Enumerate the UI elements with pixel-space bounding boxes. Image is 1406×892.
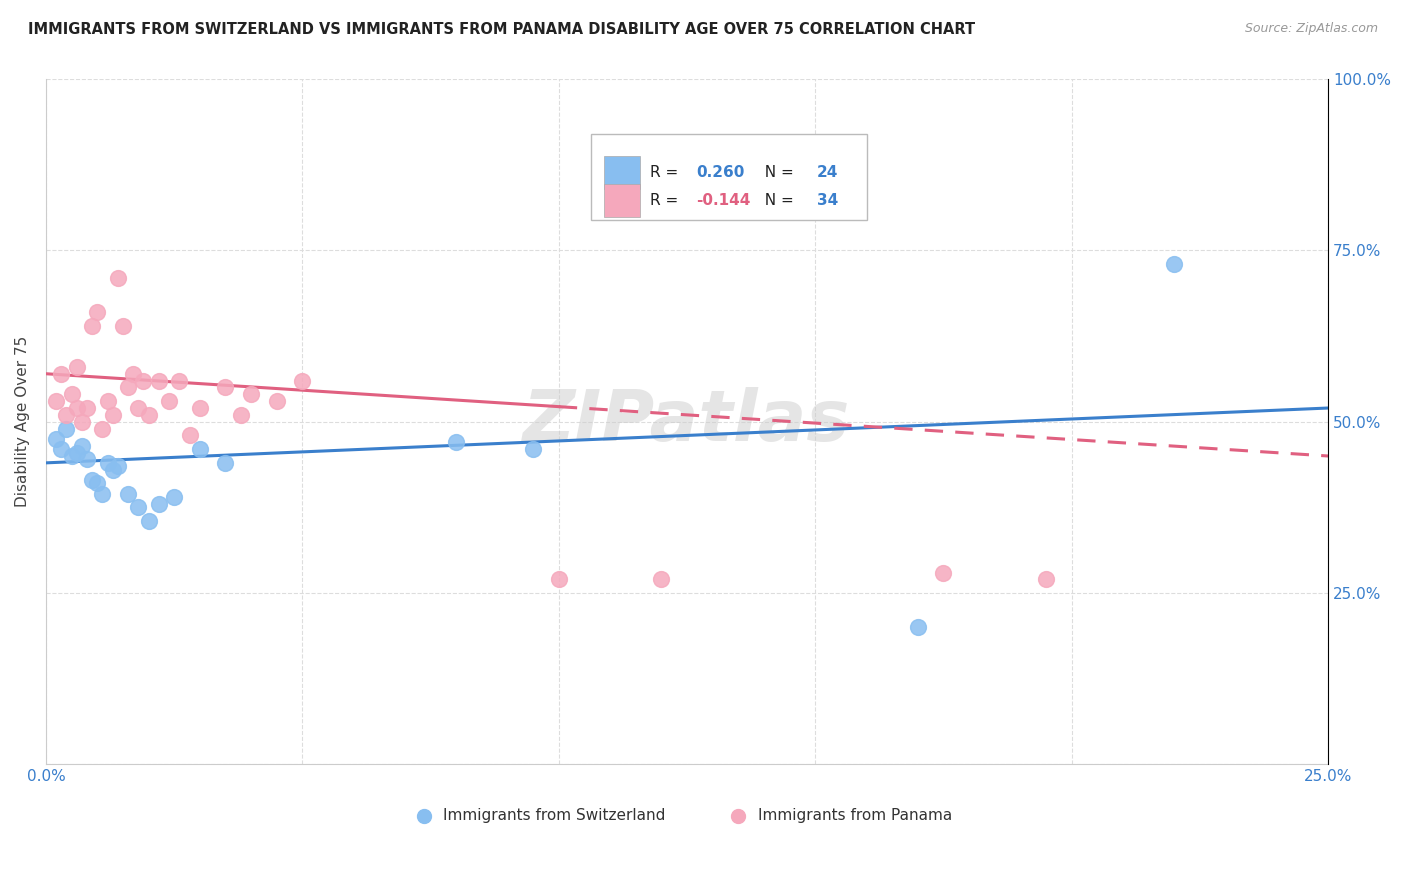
- Point: [86, 305, 108, 319]
- Point: [179, 428, 201, 442]
- Point: [1163, 257, 1185, 271]
- Point: [122, 367, 145, 381]
- Point: [60, 449, 83, 463]
- Text: N =: N =: [755, 165, 799, 180]
- Point: [66, 359, 89, 374]
- Point: [96, 456, 118, 470]
- Point: [82, 318, 104, 333]
- Text: N =: N =: [755, 194, 799, 208]
- Text: R =: R =: [650, 165, 683, 180]
- Point: [86, 476, 108, 491]
- Point: [82, 473, 104, 487]
- Point: [240, 387, 263, 401]
- Bar: [603, 185, 640, 217]
- Point: [163, 490, 186, 504]
- Point: [148, 497, 170, 511]
- Point: [446, 435, 468, 450]
- Text: 24: 24: [817, 165, 838, 180]
- Point: [101, 463, 124, 477]
- Point: [60, 387, 83, 401]
- Point: [45, 394, 67, 409]
- Point: [132, 374, 155, 388]
- Point: [907, 620, 929, 634]
- Text: -0.144: -0.144: [696, 194, 751, 208]
- Point: [117, 486, 139, 500]
- Point: [70, 439, 93, 453]
- Point: [76, 401, 98, 415]
- Point: [127, 500, 149, 515]
- Bar: [603, 156, 640, 189]
- Y-axis label: Disability Age Over 75: Disability Age Over 75: [15, 336, 30, 508]
- Text: 0.260: 0.260: [696, 165, 744, 180]
- Point: [70, 415, 93, 429]
- Point: [291, 374, 314, 388]
- Point: [111, 318, 134, 333]
- Point: [1035, 573, 1057, 587]
- Text: 34: 34: [817, 194, 838, 208]
- Point: [96, 394, 118, 409]
- Point: [107, 270, 129, 285]
- Point: [107, 459, 129, 474]
- Text: Source: ZipAtlas.com: Source: ZipAtlas.com: [1244, 22, 1378, 36]
- Text: IMMIGRANTS FROM SWITZERLAND VS IMMIGRANTS FROM PANAMA DISABILITY AGE OVER 75 COR: IMMIGRANTS FROM SWITZERLAND VS IMMIGRANT…: [28, 22, 976, 37]
- Point: [91, 421, 114, 435]
- Point: [138, 408, 160, 422]
- Point: [45, 432, 67, 446]
- Point: [66, 401, 89, 415]
- Point: [214, 380, 236, 394]
- Point: [91, 486, 114, 500]
- Point: [51, 367, 73, 381]
- Point: [229, 408, 252, 422]
- Point: [188, 442, 211, 457]
- Point: [101, 408, 124, 422]
- Point: [169, 374, 191, 388]
- Point: [66, 445, 89, 459]
- Point: [55, 421, 77, 435]
- Point: [127, 401, 149, 415]
- Point: [51, 442, 73, 457]
- Point: [157, 394, 180, 409]
- Text: Immigrants from Switzerland: Immigrants from Switzerland: [443, 808, 666, 823]
- Point: [214, 456, 236, 470]
- Text: Immigrants from Panama: Immigrants from Panama: [758, 808, 952, 823]
- Point: [76, 452, 98, 467]
- Point: [650, 573, 672, 587]
- Text: R =: R =: [650, 194, 683, 208]
- Point: [188, 401, 211, 415]
- Point: [148, 374, 170, 388]
- Point: [932, 566, 955, 580]
- Point: [547, 573, 569, 587]
- Point: [266, 394, 288, 409]
- Text: ZIPatlas: ZIPatlas: [523, 387, 851, 456]
- Point: [522, 442, 544, 457]
- Bar: [591, 134, 866, 219]
- Point: [117, 380, 139, 394]
- Point: [138, 514, 160, 528]
- Point: [55, 408, 77, 422]
